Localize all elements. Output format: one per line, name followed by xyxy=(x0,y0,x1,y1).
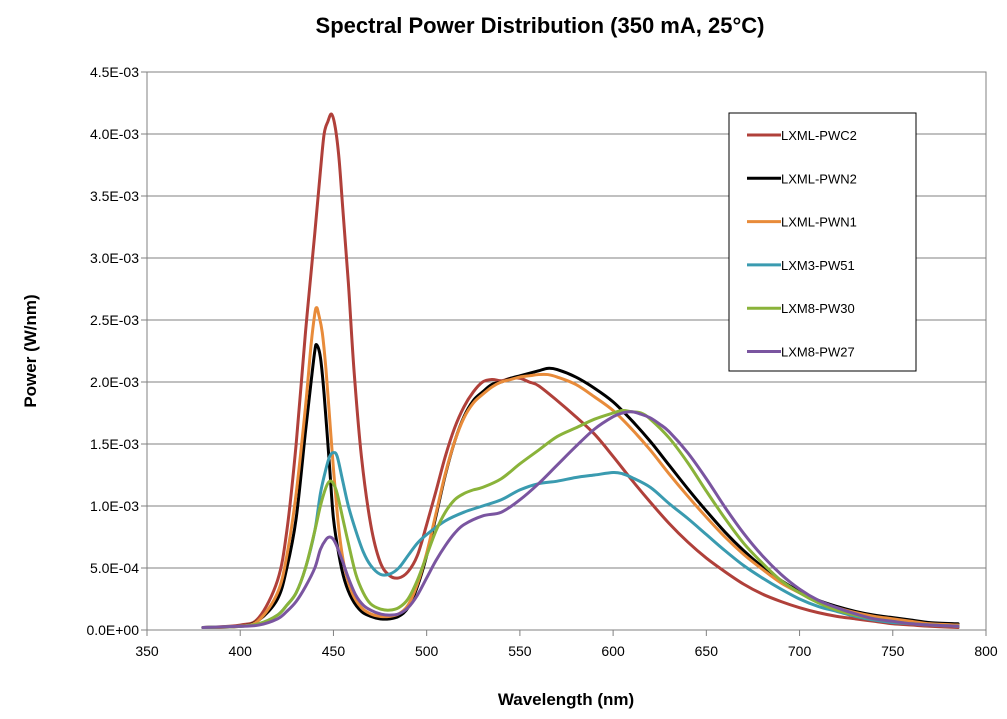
legend-label-lxml-pwn1: LXML-PWN1 xyxy=(781,215,857,230)
x-axis: 350 400 450 500 550 600 650 700 750 800 xyxy=(135,630,998,659)
y-tick-label: 4.0E-03 xyxy=(90,126,139,142)
y-tick-label: 4.5E-03 xyxy=(90,64,139,80)
x-tick-label: 400 xyxy=(229,643,253,659)
x-axis-title: Wavelength (nm) xyxy=(498,690,634,709)
y-tick-label: 0.0E+00 xyxy=(86,622,139,638)
x-tick-label: 700 xyxy=(788,643,812,659)
y-axis: 0.0E+00 5.0E-04 1.0E-03 1.5E-03 2.0E-03 2.5E-… xyxy=(86,64,147,638)
series-lines xyxy=(201,112,960,630)
x-tick-label: 650 xyxy=(695,643,719,659)
legend: LXML-PWC2 LXML-PWN2 LXML-PWN1 LXM3-PW51 LXM8… xyxy=(728,112,917,372)
series-line-lxm3-pw51 xyxy=(201,451,960,630)
x-tick-label: 500 xyxy=(415,643,439,659)
legend-label-lxm3-pw51: LXM3-PW51 xyxy=(781,258,855,273)
x-tick-label: 350 xyxy=(135,643,159,659)
x-tick-label: 450 xyxy=(322,643,346,659)
y-tick-label: 1.0E-03 xyxy=(90,498,139,514)
series-line-lxml-pwn2 xyxy=(201,342,960,630)
legend-label-lxml-pwn2: LXML-PWN2 xyxy=(781,171,857,186)
plot-area xyxy=(146,71,987,631)
series-line-lxml-pwc2 xyxy=(201,112,960,630)
chart-title: Spectral Power Distribution (350 mA, 25°… xyxy=(316,13,765,38)
y-tick-label: 3.5E-03 xyxy=(90,188,139,204)
legend-label-lxm8-pw30: LXM8-PW30 xyxy=(781,301,855,316)
series-line-lxm8-pw30 xyxy=(201,408,960,630)
y-axis-title: Power (W/nm) xyxy=(21,294,40,407)
y-tick-label: 2.5E-03 xyxy=(90,312,139,328)
x-tick-label: 550 xyxy=(508,643,532,659)
series-line-lxml-pwn1 xyxy=(201,306,960,630)
y-tick-label: 3.0E-03 xyxy=(90,250,139,266)
y-tick-label: 2.0E-03 xyxy=(90,374,139,390)
x-tick-label: 800 xyxy=(974,643,998,659)
legend-label-lxml-pwc2: LXML-PWC2 xyxy=(781,128,857,143)
gridlines xyxy=(147,133,986,569)
y-tick-label: 1.5E-03 xyxy=(90,436,139,452)
legend-label-lxm8-pw27: LXM8-PW27 xyxy=(781,345,855,360)
y-tick-label: 5.0E-04 xyxy=(90,560,139,576)
legend-box xyxy=(728,112,917,372)
series-line-lxm8-pw27 xyxy=(201,410,960,630)
x-tick-label: 600 xyxy=(601,643,625,659)
x-tick-label: 750 xyxy=(881,643,905,659)
